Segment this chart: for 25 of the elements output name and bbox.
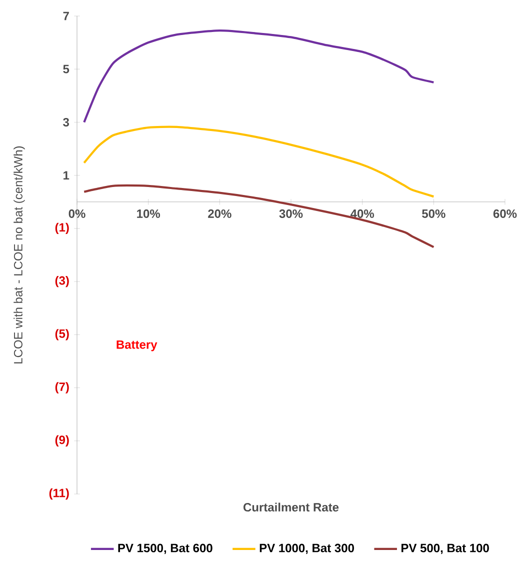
line-series bbox=[83, 30, 435, 124]
annotation: Battery bbox=[116, 340, 158, 352]
x-axis-title: Curtailment Rate bbox=[243, 502, 339, 512]
y-axis-title: LCOE with bat - LCOE no bat (cent/kWh) bbox=[14, 146, 25, 364]
y-tick-label: 5 bbox=[63, 64, 70, 74]
line-series bbox=[83, 126, 435, 198]
y-tick-label: 7 bbox=[63, 12, 69, 20]
x-tick-label: 60% bbox=[493, 209, 517, 218]
y-tick-label: (7) bbox=[55, 382, 69, 394]
x-tick-label: 0% bbox=[68, 209, 86, 218]
x-tick-label: 50% bbox=[422, 209, 446, 218]
x-tick-label: 30% bbox=[279, 209, 303, 218]
legend-label: PV 500, Bat 100 bbox=[402, 544, 489, 554]
legend-label: PV 1000, Bat 300 bbox=[260, 544, 354, 554]
y-tick-label: (5) bbox=[55, 329, 69, 340]
x-tick-label: 20% bbox=[208, 209, 232, 218]
y-tick-label: (1) bbox=[55, 222, 69, 234]
y-tick-label: (9) bbox=[55, 435, 69, 446]
y-tick-label: 1 bbox=[64, 171, 70, 180]
x-tick-label: 40% bbox=[350, 209, 374, 218]
legend-label: PV 1500, Bat 600 bbox=[118, 544, 212, 554]
x-tick-label: 10% bbox=[137, 209, 160, 218]
y-tick-label: 3 bbox=[63, 118, 69, 126]
y-tick-label: (3) bbox=[55, 276, 69, 288]
y-tick-label: (11) bbox=[49, 488, 69, 500]
